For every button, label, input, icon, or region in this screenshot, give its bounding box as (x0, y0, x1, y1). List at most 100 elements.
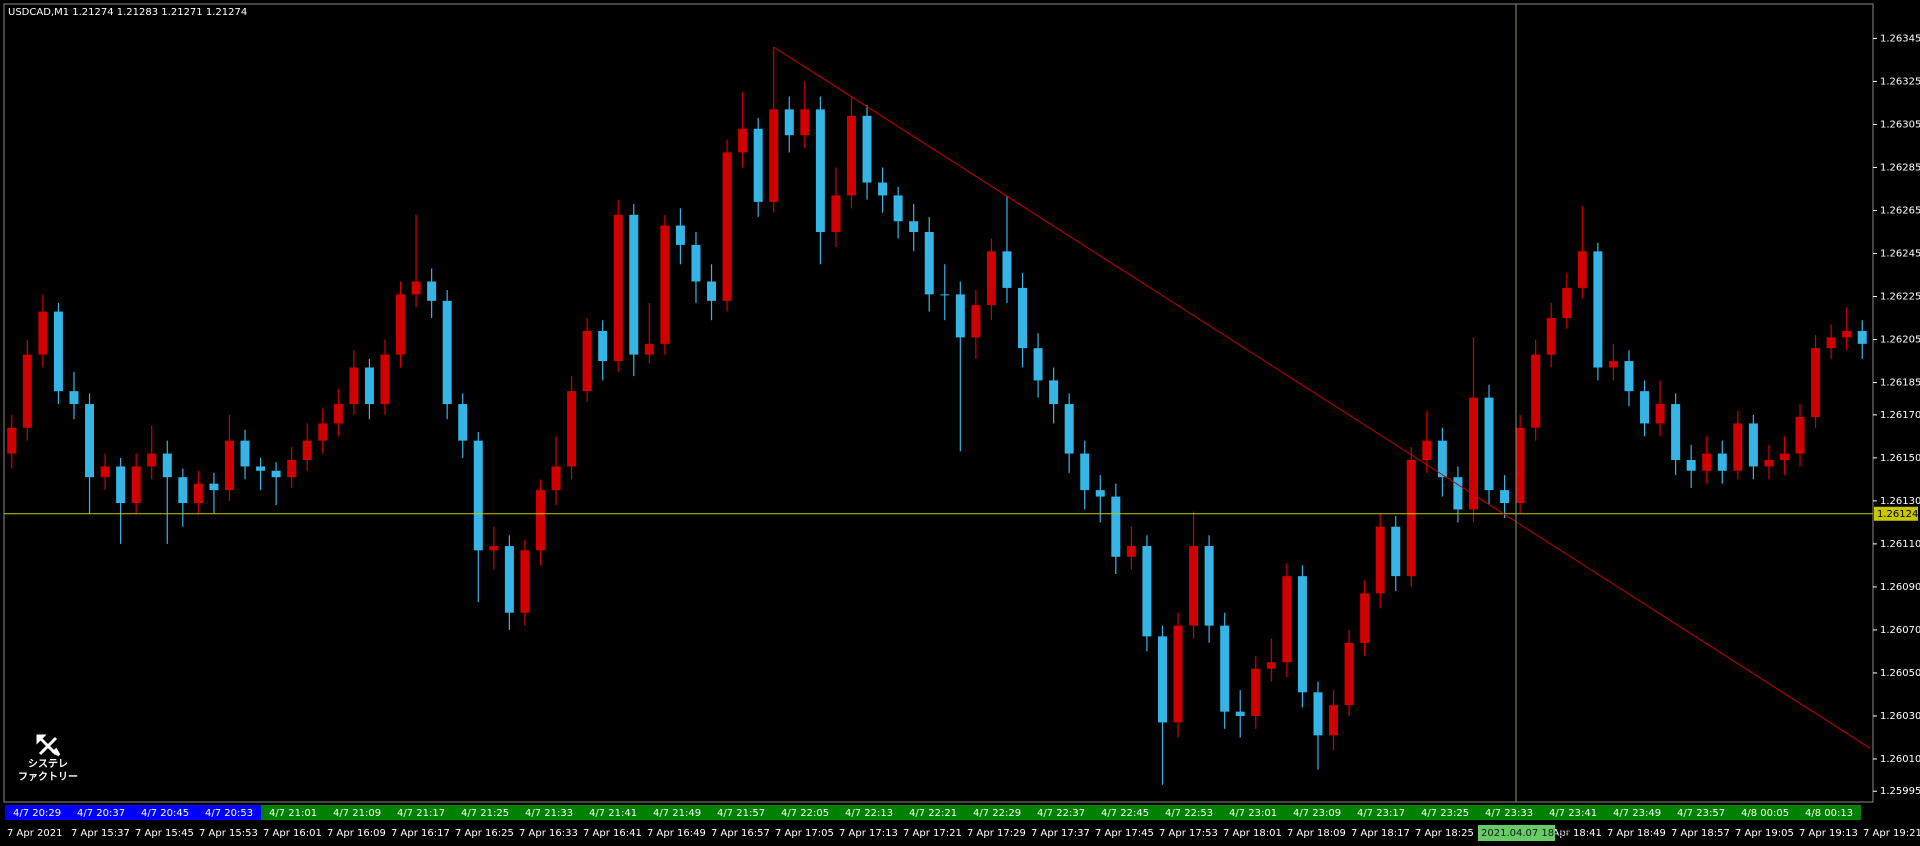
candle-body (1593, 251, 1603, 368)
candle-body (1049, 380, 1059, 405)
time-label: 4/7 23:49 (1613, 808, 1661, 819)
candle-body (1608, 361, 1618, 368)
time-label-bg (1349, 805, 1413, 820)
candle-body (986, 251, 996, 306)
candle-body (396, 294, 406, 355)
candle-body (738, 128, 748, 153)
candle-body (1251, 668, 1261, 716)
time-label: 4/7 21:33 (525, 808, 573, 819)
candle-body (318, 423, 328, 441)
candle-body (1702, 453, 1712, 471)
candle-body (302, 440, 312, 460)
time-label-bg (5, 805, 69, 820)
time-label-bg (389, 805, 453, 820)
candle-body (1002, 251, 1012, 288)
candle-body (753, 128, 763, 202)
candle-body (691, 244, 701, 282)
candle-body (878, 182, 888, 196)
candle-body (784, 109, 794, 136)
candle-body (1033, 348, 1043, 381)
x-tick-label: 7 Apr 18:49 (1607, 828, 1666, 839)
time-label: 4/7 21:09 (333, 808, 381, 819)
candle-body (364, 367, 374, 405)
y-tick-label: 1.25995 (1880, 786, 1920, 797)
y-tick-label: 1.26245 (1880, 249, 1920, 260)
time-label-bg (1477, 805, 1541, 820)
y-tick-label: 1.26265 (1880, 205, 1920, 216)
candle-body (1671, 404, 1681, 460)
time-label-bg (453, 805, 517, 820)
candle-body (333, 404, 343, 424)
candle-body (38, 311, 48, 355)
time-label-bg (773, 805, 837, 820)
candle-body (769, 109, 779, 202)
candle-body (1437, 440, 1447, 478)
candle-body (411, 281, 421, 295)
time-label: 4/7 22:45 (1101, 808, 1149, 819)
candle-body (193, 483, 203, 504)
y-tick-label: 1.26205 (1880, 335, 1920, 346)
candle-body (349, 367, 359, 405)
time-label-bg (645, 805, 709, 820)
time-label: 4/7 23:57 (1677, 808, 1725, 819)
time-label: 4/7 22:05 (781, 808, 829, 819)
candle-body (442, 300, 452, 405)
candle-body (473, 440, 483, 551)
x-tick-label: 7 Apr 18:25 (1415, 828, 1474, 839)
x-tick-label: 7 Apr 16:41 (583, 828, 642, 839)
x-tick-label: 7 Apr 18:57 (1671, 828, 1730, 839)
candle-body (1111, 496, 1121, 557)
y-tick-label: 1.26285 (1880, 162, 1920, 173)
candle-body (535, 490, 545, 551)
y-tick-label: 1.26030 (1880, 711, 1920, 722)
x-tick-label: 7 Apr 17:21 (903, 828, 962, 839)
y-tick-label: 1.26345 (1880, 33, 1920, 44)
x-tick-label: 7 Apr 2021 (7, 828, 62, 839)
candle-body (1531, 354, 1541, 428)
time-label: 4/8 00:05 (1741, 808, 1789, 819)
time-label: 4/7 22:29 (973, 808, 1021, 819)
candle-body (178, 477, 188, 504)
y-tick-label: 1.26225 (1880, 292, 1920, 303)
candle-body (613, 214, 623, 362)
candle-body (1686, 460, 1696, 471)
x-tick-label: 7 Apr 16:57 (711, 828, 770, 839)
x-tick-label: 7 Apr 17:05 (775, 828, 834, 839)
candle-body (224, 440, 234, 491)
time-label-bg (1733, 805, 1797, 820)
candle-body (598, 330, 608, 362)
time-label: 4/7 21:41 (589, 808, 637, 819)
candle-body (1842, 330, 1852, 338)
candle-body (1189, 546, 1199, 626)
time-label: 4/8 00:13 (1805, 808, 1853, 819)
candle-body (53, 311, 63, 392)
candle-body (924, 232, 934, 295)
x-tick-label: 7 Apr 18:17 (1351, 828, 1410, 839)
x-tick-label: 7 Apr 17:45 (1095, 828, 1154, 839)
candle-body (1562, 287, 1572, 319)
candle-body (955, 294, 965, 338)
bid-label-bg (1874, 506, 1918, 521)
candle-body (380, 354, 390, 405)
candle-body (1468, 397, 1478, 510)
candle-body (582, 330, 592, 392)
candle-body (1640, 391, 1650, 424)
time-label: 4/7 23:33 (1485, 808, 1533, 819)
candle-body (1360, 593, 1370, 643)
candle-body (1282, 576, 1292, 663)
candle-body (1546, 318, 1556, 355)
y-tick-label: 1.26010 (1880, 754, 1920, 765)
x-tick-label: 7 Apr 16:25 (455, 828, 514, 839)
x-tick-label: 7 Apr 18:09 (1287, 828, 1346, 839)
trend-line (773, 46, 1871, 749)
x-tick-label: 7 Apr 16:33 (519, 828, 578, 839)
time-label-bg (1285, 805, 1349, 820)
time-label-bg (965, 805, 1029, 820)
candle-body (1080, 453, 1090, 491)
candle-body (100, 466, 110, 478)
x-tick-label: 7 Apr 19:13 (1799, 828, 1858, 839)
time-label: 4/7 20:29 (13, 808, 61, 819)
candle-body (1484, 397, 1494, 491)
